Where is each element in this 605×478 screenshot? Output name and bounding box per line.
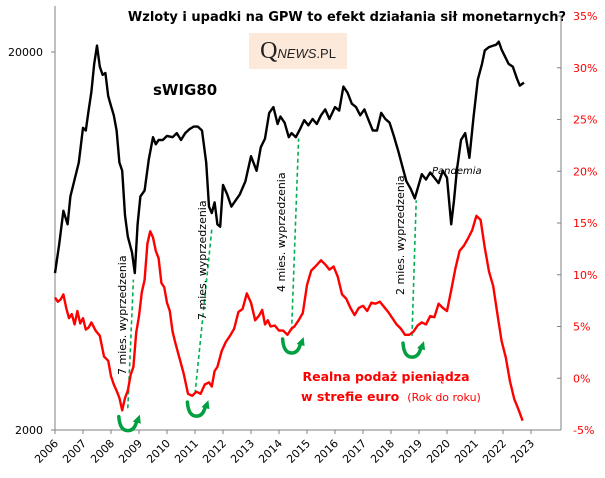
x-tick-label: 2006 — [32, 437, 61, 466]
trough-arrows — [117, 336, 425, 433]
right-tick-label: 35% — [573, 10, 597, 23]
right-tick-label: 20% — [573, 165, 597, 178]
curved-arrow-icon — [280, 336, 305, 355]
x-tick-label: 2018 — [368, 437, 397, 466]
x-tick-label: 2009 — [116, 437, 145, 466]
money-supply-label-small: (Rok do roku) — [407, 391, 481, 404]
chart-title: Wzloty i upadki na GPW to efekt działani… — [128, 10, 566, 25]
series-group — [53, 40, 525, 422]
arrow-arc — [185, 400, 208, 418]
x-tick-label: 2021 — [452, 437, 481, 466]
money-supply-label-line2: w strefie euro (Rok do roku) — [301, 386, 481, 405]
x-tick-label: 2010 — [144, 437, 173, 466]
arrow-head — [201, 400, 210, 410]
right-tick-label: 5% — [573, 321, 590, 334]
swig80-line — [53, 40, 525, 275]
x-tick-label: 2022 — [480, 437, 509, 466]
curved-arrow-icon — [401, 341, 425, 359]
arrow-arc — [401, 341, 423, 359]
lead-label-2008: 7 mies. wyprzedzenia — [116, 255, 129, 375]
pandemia-label: Pandemia — [432, 166, 482, 177]
money-supply-label-line1: Realna podaż pieniądza — [302, 369, 469, 384]
x-tick-label: 2015 — [284, 437, 313, 466]
lead-label-2011: 7 mies. wyprzedzenia — [196, 200, 209, 320]
x-tick-label: 2019 — [396, 437, 425, 466]
lead-line — [290, 138, 300, 331]
left-tick-label: 2000 — [15, 424, 43, 437]
right-tick-label: 15% — [573, 217, 597, 230]
curved-arrow-icon — [185, 400, 210, 418]
qnews-logo: QNEWS.PL — [249, 33, 347, 69]
x-tick-label: 2013 — [228, 437, 257, 466]
arrow-head — [417, 341, 425, 351]
lead-label-2014: 4 mies. wyprzedzenia — [275, 172, 288, 292]
right-axis-ticks: 35% 30% 25% 20% 15% 10% 5% 0% -5% — [557, 10, 597, 437]
right-tick-label: -5% — [573, 424, 594, 437]
arrow-arc — [117, 414, 139, 433]
arrow-arc — [280, 337, 303, 355]
x-tick-label: 2023 — [508, 437, 537, 466]
x-tick-label: 2011 — [172, 437, 201, 466]
x-tick-label: 2016 — [312, 437, 341, 466]
lead-label-2019: 2 mies. wyprzedzenia — [394, 175, 407, 295]
money-supply-label-bold: w strefie euro — [301, 389, 400, 404]
logo-news: NEWS — [277, 46, 317, 61]
right-tick-label: 25% — [573, 114, 597, 127]
money-supply-line — [54, 214, 524, 422]
left-tick-label: 20000 — [8, 46, 43, 59]
x-tick-label: 2020 — [424, 437, 453, 466]
logo-pl: .PL — [316, 46, 336, 61]
x-tick-label: 2017 — [340, 437, 369, 466]
axes — [54, 6, 562, 431]
right-tick-label: 30% — [573, 62, 597, 75]
x-tick-label: 2012 — [200, 437, 229, 466]
arrow-head — [296, 336, 305, 346]
right-tick-label: 0% — [573, 372, 590, 385]
curved-arrow-icon — [117, 414, 141, 433]
x-axis-ticks: 2006 2007 2008 2009 2010 2011 2012 2013 2014 2015… — [32, 430, 537, 466]
x-tick-label: 2008 — [88, 437, 117, 466]
right-tick-label: 10% — [573, 269, 597, 282]
lead-line — [411, 200, 417, 336]
logo-q: Q — [260, 38, 278, 64]
x-tick-label: 2014 — [256, 437, 285, 466]
swig80-label: sWIG80 — [153, 81, 217, 99]
lead-lines — [127, 138, 417, 409]
x-tick-label: 2007 — [60, 437, 89, 466]
arrow-head — [132, 414, 141, 424]
left-axis-ticks: 20000 2000 — [8, 46, 55, 437]
